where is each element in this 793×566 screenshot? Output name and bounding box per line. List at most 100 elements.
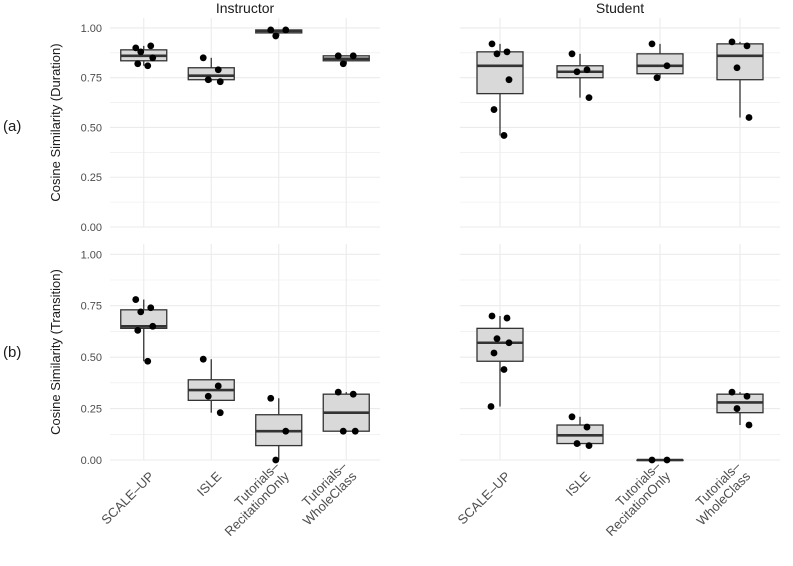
data-point — [653, 74, 661, 82]
data-point — [648, 456, 656, 464]
y-tick-label: 0.50 — [81, 122, 102, 134]
x-tick-label-line: SCALE–UP — [455, 469, 514, 528]
data-point — [144, 357, 152, 365]
data-point — [199, 355, 207, 363]
data-point — [282, 26, 290, 34]
data-point — [490, 349, 498, 357]
data-point — [216, 78, 224, 86]
data-point — [583, 66, 591, 74]
data-point — [663, 62, 671, 70]
data-point — [351, 427, 359, 435]
data-point — [663, 456, 671, 464]
data-point — [149, 322, 157, 330]
data-point — [267, 394, 275, 402]
data-point — [568, 50, 576, 58]
data-point — [500, 366, 508, 373]
data-point — [743, 392, 751, 400]
y-tick-label: 1.00 — [81, 23, 102, 35]
box-0-1-3 — [716, 38, 764, 121]
data-point — [272, 32, 280, 40]
data-point — [204, 392, 212, 400]
data-point — [132, 296, 140, 303]
box-0-0-3 — [322, 52, 370, 68]
data-point — [144, 62, 152, 70]
data-point — [339, 60, 347, 68]
box-1-1-0 — [476, 312, 524, 410]
data-point — [349, 52, 357, 60]
data-point — [493, 50, 501, 58]
facet-title: Student — [596, 0, 644, 16]
box-1-1-2 — [636, 456, 684, 464]
data-point — [573, 440, 581, 447]
data-point — [488, 312, 496, 320]
box-1-1-3 — [716, 388, 764, 429]
data-point — [149, 54, 157, 62]
data-point — [349, 390, 357, 398]
data-point — [728, 38, 736, 46]
box-1-0-3 — [322, 388, 370, 435]
data-point — [267, 26, 275, 34]
box-iqr — [476, 51, 524, 95]
x-tick-label: ISLE — [194, 468, 225, 499]
data-point — [648, 40, 656, 48]
box-0-0-2 — [255, 26, 303, 40]
y-axis-title: Cosine Similarity (Transition) — [48, 269, 63, 435]
x-tick-label: SCALE–UP — [98, 469, 157, 528]
data-point — [339, 427, 347, 435]
data-point — [334, 388, 342, 396]
data-point — [505, 339, 513, 347]
data-point — [745, 114, 753, 121]
box-1-1-1 — [556, 413, 604, 449]
data-point — [733, 64, 741, 72]
y-tick-label: 0.00 — [81, 222, 102, 234]
data-point — [134, 327, 142, 334]
data-point — [272, 456, 280, 464]
y-tick-label: 1.00 — [81, 249, 102, 261]
box-0-0-1 — [187, 54, 235, 86]
data-point — [503, 48, 511, 56]
data-point — [743, 42, 751, 50]
data-point — [573, 68, 581, 76]
y-tick-label: 0.25 — [81, 172, 102, 184]
y-axis-title: Cosine Similarity (Duration) — [48, 43, 63, 201]
x-tick-label-line: ISLE — [194, 468, 225, 499]
data-point — [134, 60, 142, 68]
y-tick-label: 0.75 — [81, 73, 102, 85]
box-0-1-1 — [556, 50, 604, 102]
data-point — [733, 405, 741, 412]
box-0-1-0 — [476, 40, 524, 139]
data-point — [132, 44, 140, 52]
data-point — [583, 423, 591, 431]
data-point — [216, 409, 224, 417]
x-tick-label: Tutorials–RecitationOnly — [593, 458, 674, 539]
x-tick-label: Tutorials–WholeClass — [290, 458, 360, 528]
box-0-1-2 — [636, 40, 684, 82]
data-point — [745, 421, 753, 429]
data-point — [282, 427, 290, 435]
box-iqr — [120, 309, 168, 329]
data-point — [137, 48, 145, 56]
box-0-0-0 — [120, 42, 168, 70]
data-point — [487, 403, 495, 410]
data-point — [147, 304, 155, 312]
box-iqr — [636, 53, 684, 75]
row-tag-label: (a) — [3, 118, 21, 135]
data-point — [568, 413, 576, 421]
data-point — [490, 106, 498, 113]
y-tick-label: 0.50 — [81, 352, 102, 364]
data-point — [214, 66, 222, 74]
text-layer: 0.00 0.25 0.50 0.75 1.00 Cosine Similarity (D… — [3, 0, 754, 539]
mark-layer — [120, 26, 764, 464]
x-tick-label: ISLE — [563, 468, 594, 499]
data-point — [214, 382, 222, 390]
box-iqr — [476, 327, 524, 362]
data-point — [199, 54, 207, 62]
data-point — [503, 314, 511, 322]
data-point — [147, 42, 155, 50]
x-tick-label-line: SCALE–UP — [98, 469, 157, 528]
data-point — [728, 388, 736, 396]
box-iqr — [716, 43, 764, 81]
data-point — [334, 52, 342, 60]
x-tick-label: Tutorials–RecitationOnly — [212, 458, 293, 539]
